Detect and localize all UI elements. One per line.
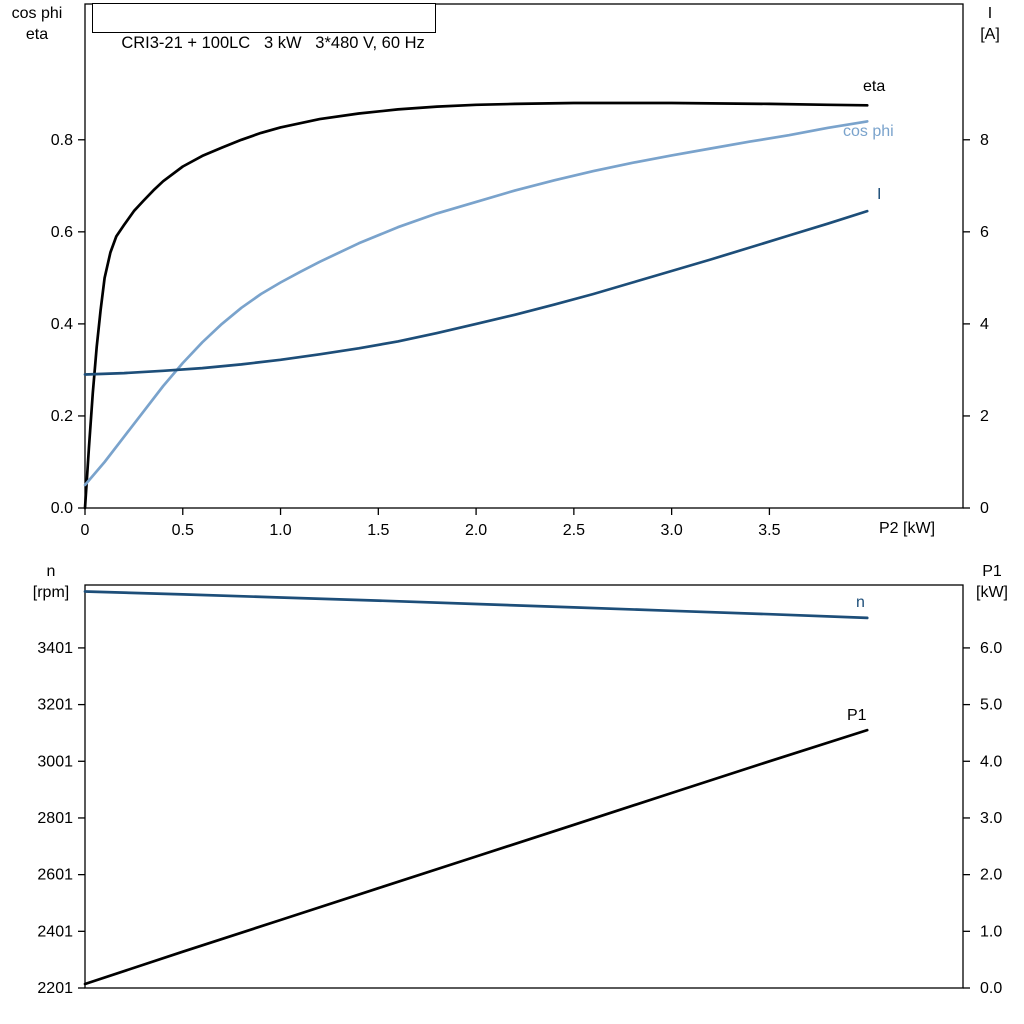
right-tick-label: 3.0	[980, 810, 1002, 827]
left-axis-title-line1: cos phi	[11, 5, 63, 22]
left-tick-label: 3001	[37, 753, 73, 770]
right-tick-label: 1.0	[980, 923, 1002, 940]
curve-label-eta: eta	[863, 78, 886, 95]
left-tick-label: 0.8	[51, 132, 73, 149]
curve-label-speed: n	[856, 594, 865, 611]
power-axis-title-line2: [kW]	[976, 584, 1008, 601]
x-tick-label: 0	[81, 522, 90, 539]
x-tick-label: 2.5	[563, 522, 585, 539]
left-tick-label: 3201	[37, 697, 73, 714]
speed-axis-title-line2: [rpm]	[32, 584, 70, 601]
x-axis-label: P2 [kW]	[879, 520, 936, 537]
bottom-right-axis-title: P1 [kW]	[964, 561, 1020, 603]
top-right-axis-title: I [A]	[964, 3, 1016, 45]
curve-label-current: I	[877, 186, 882, 203]
x-tick-label: 2.0	[465, 522, 487, 539]
right-axis-title-line2: [A]	[980, 26, 1000, 43]
top-left-axis-title: cos phi eta	[4, 3, 70, 45]
right-tick-label: 8	[980, 132, 989, 149]
left-tick-label: 3401	[37, 640, 73, 657]
right-tick-label: 4.0	[980, 753, 1002, 770]
right-tick-label: 4	[980, 316, 989, 333]
plot-frame	[84, 3, 964, 509]
left-tick-label: 0.4	[51, 316, 73, 333]
curve-n	[83, 590, 869, 620]
bottom-left-axis-title: n [rpm]	[18, 561, 84, 603]
curve-i	[83, 209, 869, 376]
right-tick-label: 0.0	[980, 980, 1002, 997]
right-tick-label: 2	[980, 408, 989, 425]
x-tick-label: 1.0	[269, 522, 291, 539]
plot-frame	[84, 584, 964, 989]
left-tick-label: 2801	[37, 810, 73, 827]
left-tick-label: 2601	[37, 867, 73, 884]
chart-0: 0.0 0.2 0.4 0.6 0.8 0 2 4 6 8 0 0.5 1.0 1.5 2.0 2.5 3.0 3…	[51, 3, 989, 539]
left-tick-label: 2401	[37, 923, 73, 940]
chart-title: CRI3-21 + 100LC 3 kW 3*480 V, 60 Hz	[121, 34, 425, 52]
speed-axis-title-line1: n	[46, 563, 56, 580]
right-tick-label: 6.0	[980, 640, 1002, 657]
right-tick-label: 2.0	[980, 867, 1002, 884]
left-axis-title-line2: eta	[25, 26, 49, 43]
x-tick-label: 0.5	[172, 522, 194, 539]
left-tick-label: 0.2	[51, 408, 73, 425]
curve-eta	[83, 101, 869, 510]
x-tick-label: 3.0	[661, 522, 683, 539]
right-tick-label: 6	[980, 224, 989, 241]
curve-label-cos-phi: cos phi	[843, 123, 894, 140]
curve-p1	[83, 728, 869, 986]
power-axis-title-line1: P1	[982, 563, 1002, 580]
x-tick-label: 1.5	[367, 522, 389, 539]
chart-1: 2201 2401 2601 2801 3001 3201 3401 0.0 1.0 2.0 3.0…	[37, 584, 1002, 997]
curve-cos-phi	[83, 120, 869, 487]
right-tick-label: 0	[980, 500, 989, 517]
chart-title-box: CRI3-21 + 100LC 3 kW 3*480 V, 60 Hz	[92, 3, 436, 52]
right-axis-title-line1: I	[987, 5, 993, 22]
right-tick-label: 5.0	[980, 697, 1002, 714]
x-tick-label: 3.5	[758, 522, 780, 539]
left-tick-label: 0.0	[51, 500, 73, 517]
left-tick-label: 0.6	[51, 224, 73, 241]
curve-label-p1: P1	[847, 707, 867, 724]
left-tick-label: 2201	[37, 980, 73, 997]
